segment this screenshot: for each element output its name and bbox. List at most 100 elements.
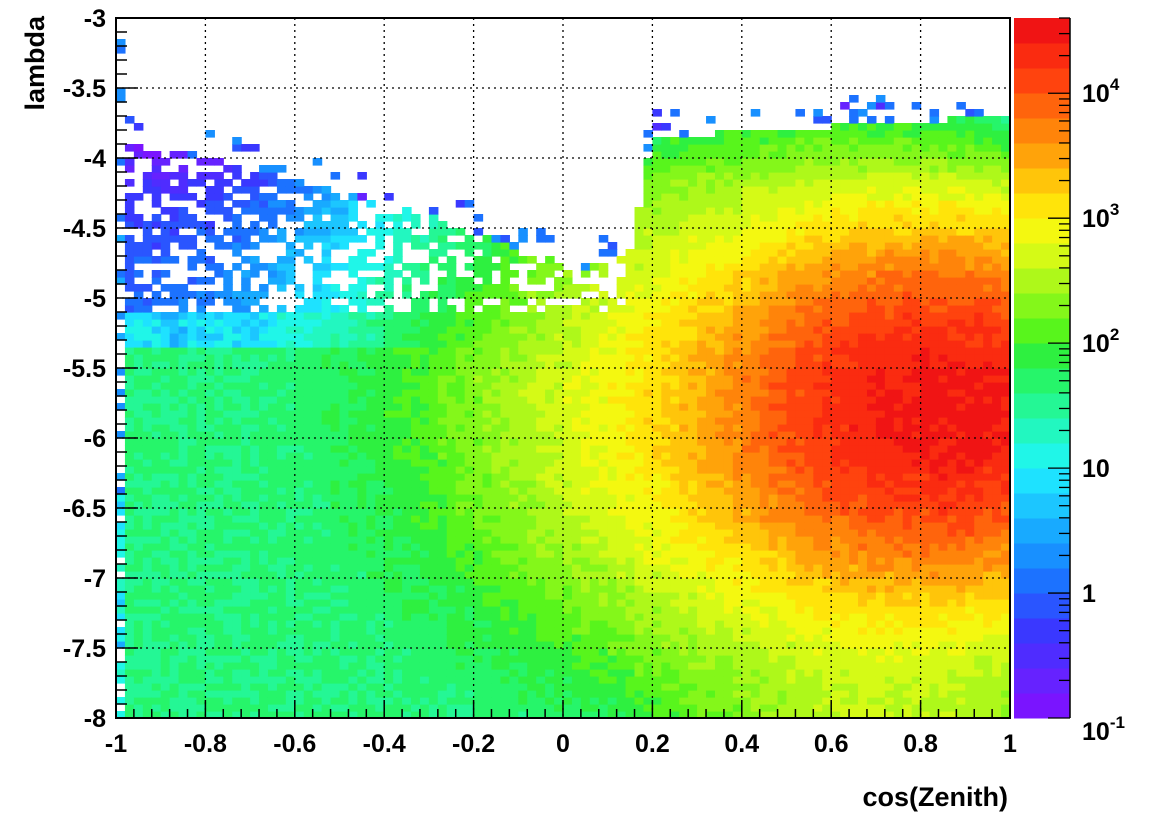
heatmap-cell (697, 487, 707, 495)
heatmap-cell (267, 536, 278, 544)
heatmap-cell (473, 655, 484, 663)
heatmap-cell (241, 438, 251, 446)
heatmap-cell (312, 291, 323, 299)
heatmap-cell (697, 137, 707, 145)
heatmap-cell (589, 459, 600, 467)
heatmap-cell (473, 627, 484, 635)
heatmap-cell (375, 445, 385, 453)
heatmap-cell (142, 438, 153, 446)
heatmap-cell (178, 305, 189, 313)
heatmap-cell (482, 690, 493, 698)
heatmap-cell (589, 361, 600, 369)
heatmap-cell (151, 557, 162, 565)
heatmap-cell (571, 389, 582, 397)
heatmap-cell (437, 333, 448, 341)
heatmap-cell (241, 550, 251, 558)
heatmap-cell (241, 459, 251, 467)
heatmap-cell (598, 676, 609, 684)
heatmap-cell (321, 445, 332, 453)
heatmap-cell (339, 340, 350, 348)
heatmap-cell (518, 487, 528, 495)
heatmap-cell (634, 550, 645, 558)
heatmap-cell (643, 690, 653, 698)
heatmap-cell (402, 662, 412, 670)
heatmap-cell (151, 438, 162, 446)
heatmap-cell (151, 543, 162, 551)
heatmap-cell (303, 312, 314, 320)
heatmap-cell (267, 557, 278, 565)
heatmap-cell (509, 487, 519, 495)
heatmap-cell (554, 543, 564, 551)
heatmap-cell (706, 347, 716, 355)
heatmap-cell (419, 263, 430, 271)
heatmap-cell (607, 529, 618, 537)
heatmap-cell (589, 564, 600, 572)
heatmap-cell (348, 431, 358, 439)
heatmap-cell (500, 284, 510, 292)
heatmap-cell (634, 291, 645, 299)
heatmap-cell (142, 242, 153, 250)
heatmap-cell (607, 620, 618, 628)
heatmap-cell (339, 501, 350, 509)
heatmap-cell (697, 403, 707, 411)
heatmap-cell (723, 340, 734, 348)
heatmap-cell (625, 256, 636, 264)
heatmap-cell (285, 669, 296, 677)
heatmap-cell (679, 389, 689, 397)
heatmap-cell (652, 697, 662, 705)
heatmap-cell (482, 410, 493, 418)
heatmap-cell (697, 599, 707, 607)
heatmap-cell (571, 354, 582, 362)
heatmap-cell (142, 228, 153, 236)
heatmap-cell (714, 200, 725, 208)
heatmap-cell (303, 690, 314, 698)
heatmap-cell (384, 501, 394, 509)
heatmap-cell (142, 431, 153, 439)
heatmap-cell (250, 424, 260, 432)
heatmap-cell (491, 403, 502, 411)
heatmap-cell (652, 543, 662, 551)
heatmap-cell (679, 424, 689, 432)
heatmap-cell (357, 627, 367, 635)
heatmap-cell (214, 242, 224, 250)
heatmap-cell (697, 438, 707, 446)
heatmap-cell (697, 466, 707, 474)
heatmap-cell (446, 431, 457, 439)
heatmap-cell (375, 641, 385, 649)
heatmap-cell (339, 697, 350, 705)
heatmap-cell (589, 599, 600, 607)
heatmap-cell (133, 536, 144, 544)
heatmap-cell (294, 494, 305, 502)
heatmap-cell (250, 536, 260, 544)
heatmap-cell (509, 620, 519, 628)
heatmap-cell (303, 487, 314, 495)
heatmap-cell (643, 550, 653, 558)
heatmap-cell (607, 438, 618, 446)
heatmap-cell (706, 634, 716, 642)
heatmap-cell (741, 711, 752, 719)
heatmap-cell (223, 466, 233, 474)
heatmap-cell (321, 473, 332, 481)
heatmap-cell (491, 361, 502, 369)
heatmap-cell (223, 627, 233, 635)
heatmap-cell (178, 291, 189, 299)
heatmap-cell (169, 326, 180, 334)
heatmap-cell (661, 158, 671, 166)
heatmap-cell (625, 711, 636, 719)
heatmap-cell (652, 669, 662, 677)
heatmap-cell (652, 312, 662, 320)
heatmap-cell (563, 361, 573, 369)
heatmap-cell (151, 480, 162, 488)
heatmap-cell (464, 340, 475, 348)
heatmap-cell (303, 578, 314, 586)
heatmap-cell (116, 95, 126, 103)
heatmap-cell (223, 690, 233, 698)
heatmap-cell (303, 557, 314, 565)
heatmap-cell (348, 662, 358, 670)
heatmap-cell (491, 333, 502, 341)
heatmap-cell (464, 284, 475, 292)
heatmap-cell (357, 536, 367, 544)
heatmap-cell (723, 312, 734, 320)
heatmap-cell (670, 641, 680, 649)
heatmap-cell (455, 375, 466, 383)
